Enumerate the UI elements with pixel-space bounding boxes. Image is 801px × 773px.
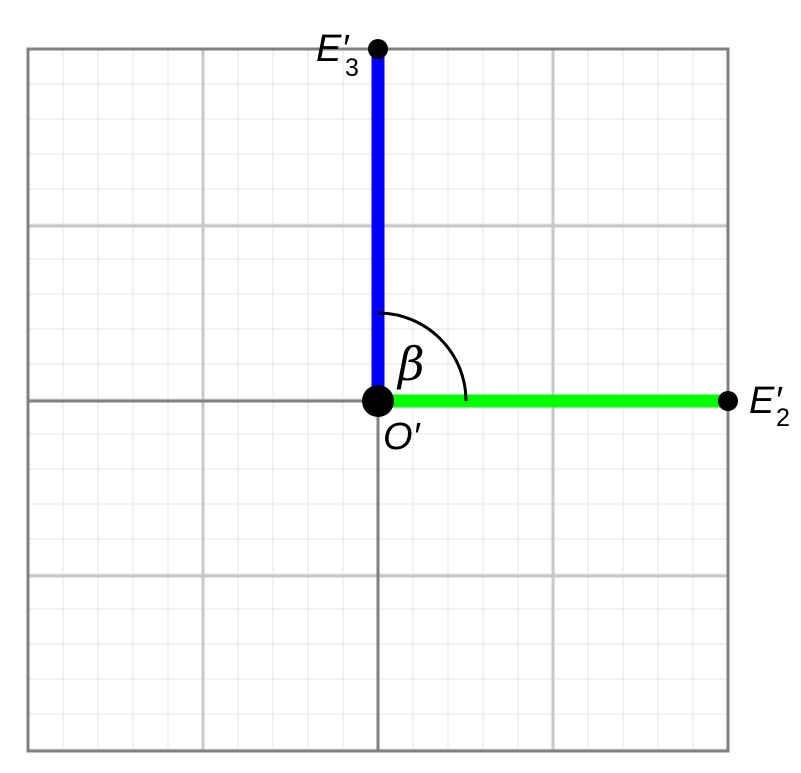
e2-point [718, 391, 738, 411]
e3-label: E′ [316, 28, 350, 70]
angle-label: β [396, 337, 425, 391]
origin-point [362, 385, 394, 417]
e3-subscript: 3 [345, 54, 359, 82]
e2-label: E′ [749, 380, 783, 422]
e3-point [368, 39, 388, 59]
angle-arc [377, 311, 468, 402]
e2-subscript: 2 [776, 404, 790, 432]
origin-label: O′ [383, 416, 422, 458]
